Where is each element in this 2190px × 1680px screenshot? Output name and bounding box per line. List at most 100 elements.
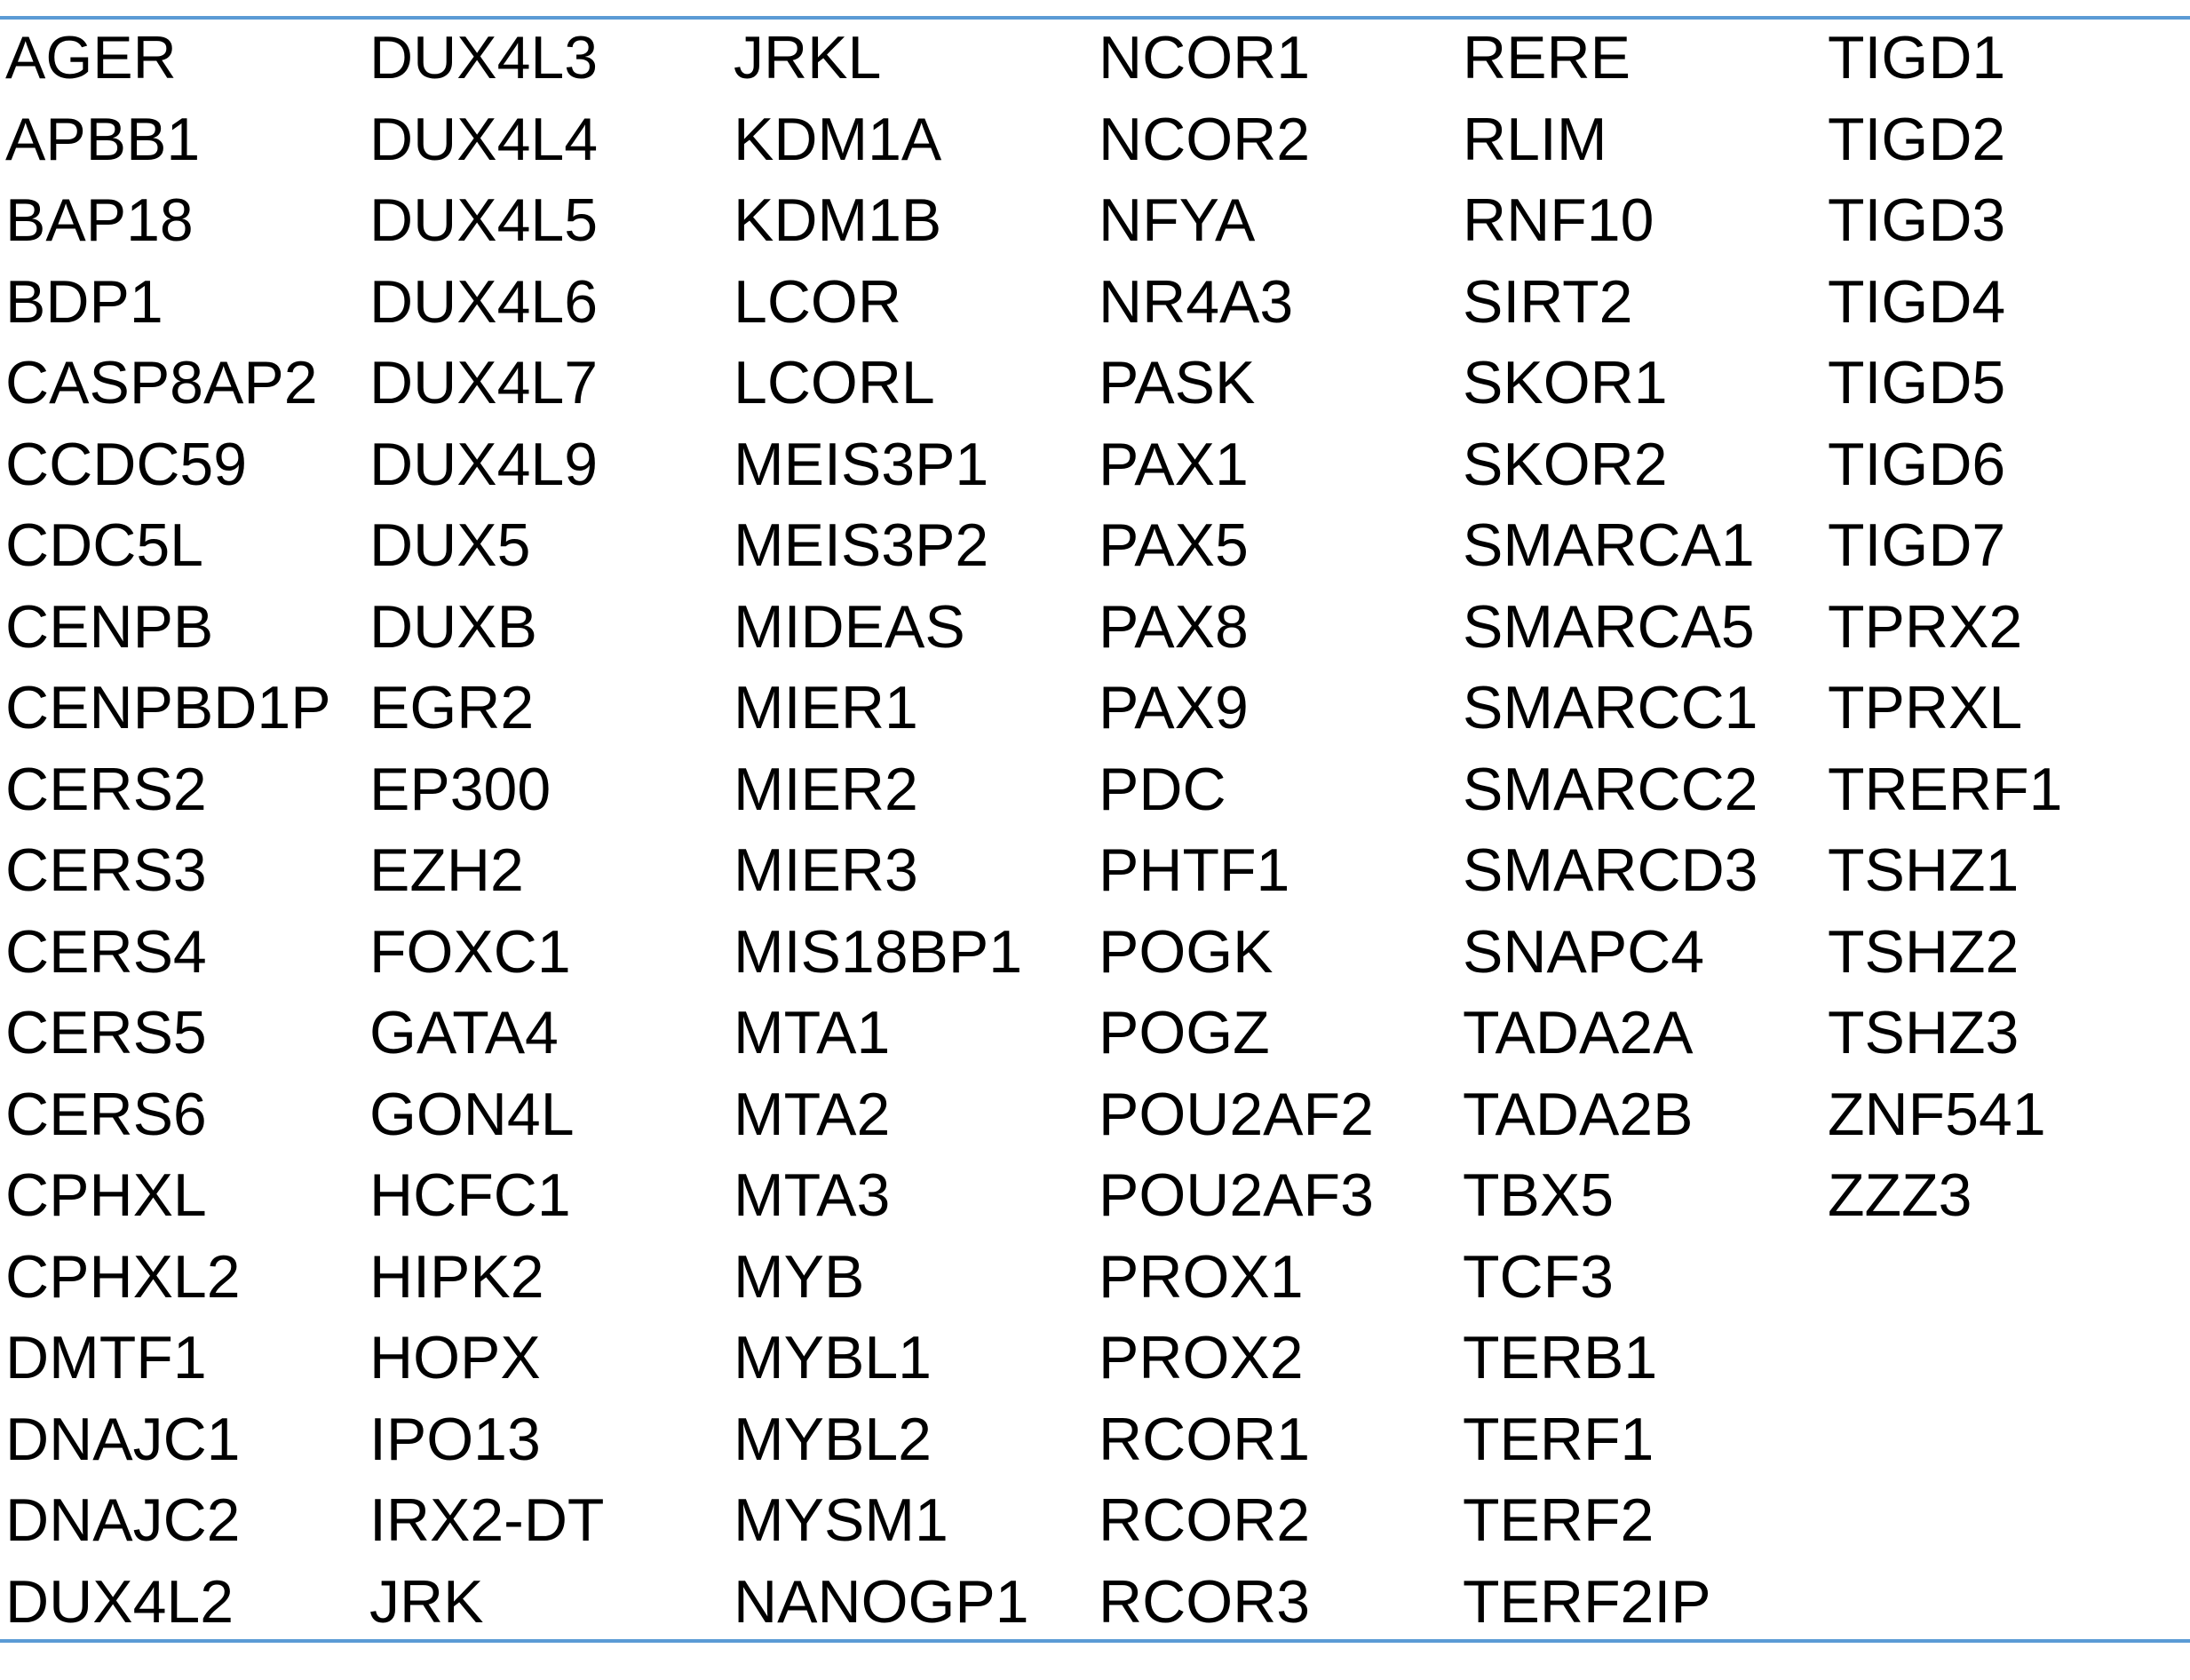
table-cell: CENPB (5, 592, 214, 661)
table-cell: MYBL2 (734, 1405, 932, 1473)
table-cell: KDM1B (734, 186, 942, 254)
table-cell: CCDC59 (5, 430, 248, 498)
table-cell: DUX4L9 (369, 430, 599, 498)
table-cell: IRX2-DT (369, 1486, 605, 1554)
table-cell: EZH2 (369, 836, 524, 904)
table-cell: EP300 (369, 755, 551, 823)
table-cell: POGK (1099, 917, 1274, 986)
table-cell: JRK (369, 1567, 484, 1636)
table-cell: MIDEAS (734, 592, 965, 661)
table-cell: RCOR2 (1099, 1486, 1311, 1554)
table-cell: NCOR2 (1099, 105, 1311, 173)
table-cell: SNAPC4 (1463, 917, 1705, 986)
table-top-rule (0, 16, 2190, 20)
table-cell: ZNF541 (1828, 1080, 2046, 1148)
table-cell: MIER2 (734, 755, 918, 823)
table-cell: PAX5 (1099, 511, 1249, 579)
table-cell: MEIS3P2 (734, 511, 989, 579)
table-cell: EGR2 (369, 674, 535, 741)
table-cell: MYSM1 (734, 1486, 948, 1554)
table-cell: SKOR1 (1463, 349, 1668, 416)
table-cell: NCOR1 (1099, 24, 1311, 91)
table-cell: RNF10 (1463, 186, 1654, 254)
table-cell: SMARCC2 (1463, 755, 1758, 823)
table-cell: GON4L (369, 1080, 575, 1148)
table-cell: PROX1 (1099, 1242, 1304, 1311)
table-cell: TIGD3 (1828, 186, 2006, 254)
table-cell: MTA2 (734, 1080, 891, 1148)
table-cell: IPO13 (369, 1405, 541, 1473)
table-cell: MEIS3P1 (734, 430, 989, 498)
table-cell: RCOR3 (1099, 1567, 1311, 1636)
table-cell: PAX1 (1099, 430, 1249, 498)
table-cell: CPHXL2 (5, 1242, 241, 1311)
table-cell: TIGD1 (1828, 24, 2006, 91)
table-cell: SMARCC1 (1463, 674, 1758, 741)
table-cell: BDP1 (5, 267, 163, 336)
table-cell: DMTF1 (5, 1324, 207, 1391)
table-cell: RERE (1463, 24, 1631, 91)
table-cell: AGER (5, 24, 177, 91)
table-cell: MTA1 (734, 999, 891, 1066)
table-cell: PHTF1 (1099, 836, 1290, 904)
table-cell: HOPX (369, 1324, 541, 1391)
table-cell: DNAJC1 (5, 1405, 241, 1473)
table-cell: CERS6 (5, 1080, 207, 1148)
table-cell: TADA2B (1463, 1080, 1694, 1148)
table-cell: PROX2 (1099, 1324, 1304, 1391)
table-cell: ZZZ3 (1828, 1161, 1972, 1229)
table-cell: DUX4L2 (5, 1567, 234, 1636)
table-cell: RCOR1 (1099, 1405, 1311, 1473)
table-cell: CDC5L (5, 511, 203, 579)
table-cell: MYBL1 (734, 1324, 932, 1391)
table-cell: SMARCA1 (1463, 511, 1755, 579)
table-cell: TADA2A (1463, 999, 1694, 1066)
table-cell: MYB (734, 1242, 865, 1311)
table-cell: RLIM (1463, 105, 1607, 173)
table-cell: TRERF1 (1828, 755, 2063, 823)
table-cell: TSHZ3 (1828, 999, 2019, 1066)
table-cell: TCF3 (1463, 1242, 1614, 1311)
table-cell: BAP18 (5, 186, 194, 254)
table-cell: TPRX2 (1828, 592, 2023, 661)
table-cell: POGZ (1099, 999, 1270, 1066)
table-cell: TERF2 (1463, 1486, 1654, 1554)
table-cell: TIGD5 (1828, 349, 2006, 416)
table-cell: CPHXL (5, 1161, 207, 1229)
table-cell: HIPK2 (369, 1242, 544, 1311)
table-cell: TIGD4 (1828, 267, 2006, 336)
table-cell: PAX9 (1099, 674, 1249, 741)
table-cell: DUX4L4 (369, 105, 599, 173)
table-cell: PAX8 (1099, 592, 1249, 661)
table-cell: TSHZ1 (1828, 836, 2019, 904)
table-cell: TIGD7 (1828, 511, 2006, 579)
table-cell: CERS4 (5, 917, 207, 986)
table-cell: POU2AF3 (1099, 1161, 1374, 1229)
table-cell: GATA4 (369, 999, 559, 1066)
table-cell: TSHZ2 (1828, 917, 2019, 986)
table-cell: APBB1 (5, 105, 201, 173)
table-cell: TERB1 (1463, 1324, 1658, 1391)
table-cell: MIER1 (734, 674, 918, 741)
table-cell: DUX4L5 (369, 186, 599, 254)
table-cell: NANOGP1 (734, 1567, 1029, 1636)
table-cell: SIRT2 (1463, 267, 1633, 336)
table-cell: TIGD2 (1828, 105, 2006, 173)
table-cell: LCORL (734, 349, 935, 416)
table-cell: PDC (1099, 755, 1226, 823)
table-cell: CERS5 (5, 999, 207, 1066)
table-cell: POU2AF2 (1099, 1080, 1374, 1148)
table-cell: SKOR2 (1463, 430, 1668, 498)
table-cell: DUX4L3 (369, 24, 599, 91)
table-cell: HCFC1 (369, 1161, 571, 1229)
table-cell: TPRXL (1828, 674, 2023, 741)
table-cell: DUX5 (369, 511, 531, 579)
table-cell: DUX4L6 (369, 267, 599, 336)
table-cell: DUXB (369, 592, 537, 661)
table-cell: SMARCA5 (1463, 592, 1755, 661)
table-bottom-rule (0, 1639, 2190, 1643)
table-cell: CERS2 (5, 755, 207, 823)
table-cell: TBX5 (1463, 1161, 1615, 1229)
table-cell: DNAJC2 (5, 1486, 241, 1554)
table-cell: MIER3 (734, 836, 918, 904)
